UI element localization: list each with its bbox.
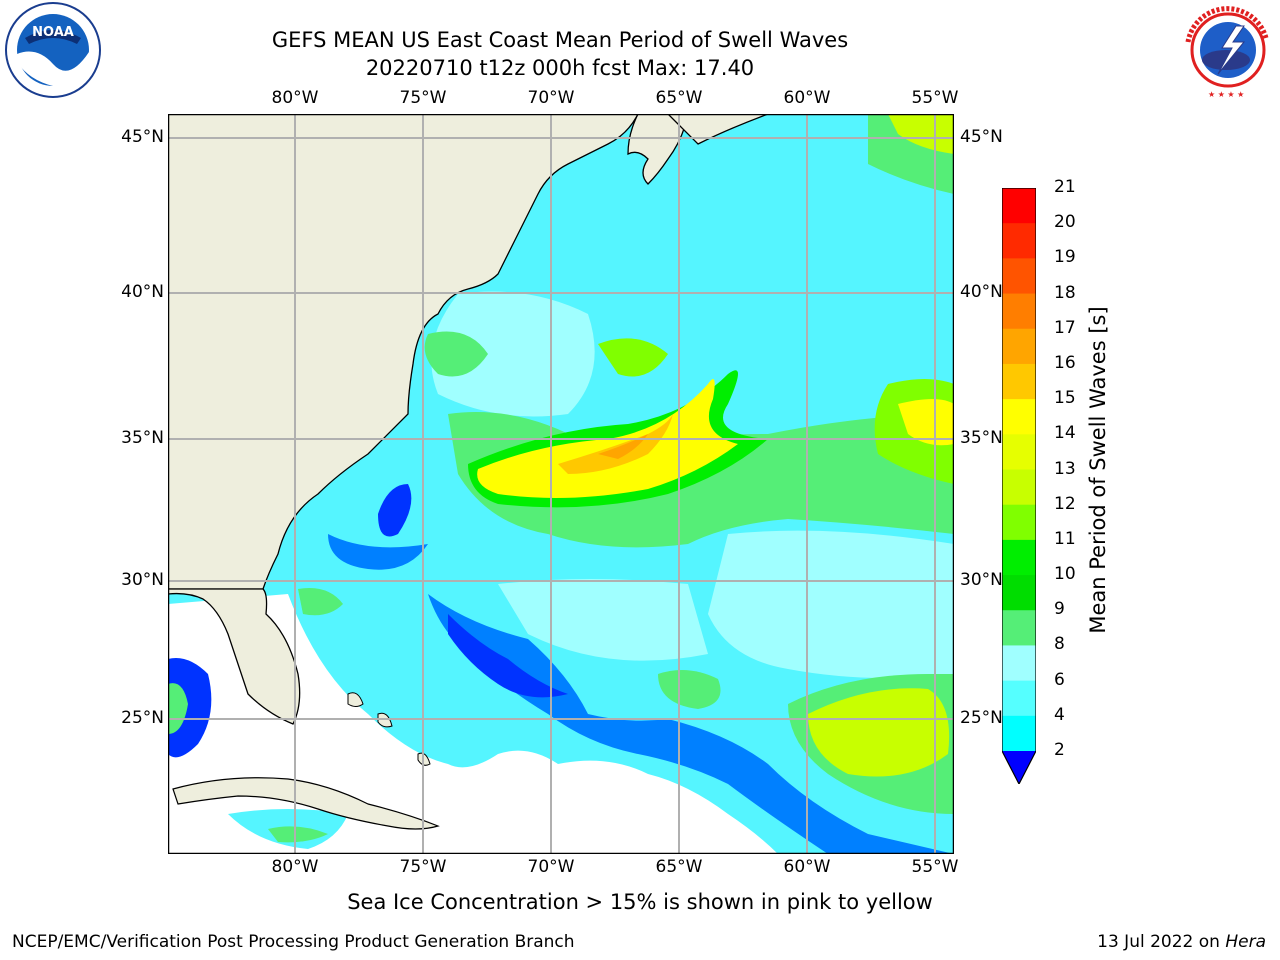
lat-label-left-35n: 35°N [121, 428, 164, 448]
colorbar-extend-arrow [1002, 751, 1036, 784]
lat-label-right-25n: 25°N [960, 708, 1003, 728]
colorbar-tick-label: 17 [1054, 317, 1076, 338]
lon-label-top-65w: 65°W [655, 88, 703, 108]
period-zone-2-4-offshore [378, 484, 412, 537]
graticule [168, 114, 954, 854]
lon-label-top-75w: 75°W [399, 88, 447, 108]
colorbar-title: Mean Period of Swell Waves [s] [1086, 306, 1110, 634]
map-title: GEFS MEAN US East Coast Mean Period of S… [271, 28, 849, 52]
colorbar [1001, 187, 1037, 786]
colorbar-swatch [1002, 469, 1036, 506]
lon-label-bottom-80w: 80°W [271, 857, 319, 877]
colorbar-tick-label: 4 [1054, 704, 1065, 725]
period-zone-8-9-east [708, 530, 954, 678]
lat-label-left-25n: 25°N [121, 708, 164, 728]
run-machine: Hera [1225, 932, 1266, 952]
run-date-text: 13 Jul 2022 on [1097, 932, 1226, 952]
noaa-logo-text: NOAA [32, 25, 74, 40]
lon-label-top-55w: 55°W [911, 88, 959, 108]
colorbar-tick-label: 9 [1054, 599, 1065, 620]
lat-label-left-40n: 40°N [121, 282, 164, 302]
colorbar-tick-label: 15 [1054, 388, 1076, 409]
colorbar-swatch [1002, 223, 1036, 259]
period-zone-12-13-se [808, 688, 950, 777]
period-zone-2-4-gulf [168, 658, 212, 758]
colorbar-swatch [1002, 645, 1036, 682]
nws-logo: ★ ★ ★ ★ [1178, 2, 1278, 102]
colorbar-swatch [1002, 575, 1036, 611]
lon-label-bottom-75w: 75°W [399, 857, 447, 877]
period-zone-4-6-offshore [328, 534, 428, 570]
period-zone-9-10-florida [298, 588, 343, 616]
period-zone-2-4-south [448, 614, 568, 698]
noaa-logo: NOAA [3, 2, 103, 102]
colorbar-swatch [1002, 504, 1036, 541]
run-date: 13 Jul 2022 on Hera [1097, 932, 1266, 952]
lat-label-right-40n: 40°N [960, 282, 1003, 302]
colorbar-tick-label: 12 [1054, 493, 1076, 514]
period-zone-16-17-core [598, 434, 648, 459]
colorbar-swatch [1002, 680, 1036, 717]
colorbar-swatch [1002, 434, 1036, 470]
svg-text:★ ★ ★ ★: ★ ★ ★ ★ [1208, 90, 1244, 99]
swell-period-map [167, 113, 955, 855]
colorbar-tick-label: 19 [1054, 247, 1076, 268]
lon-label-bottom-65w: 65°W [655, 857, 703, 877]
period-zone-10-12-north [598, 338, 668, 377]
colorbar-tick-label: 6 [1054, 669, 1065, 690]
colorbar-tick-label: 13 [1054, 458, 1076, 479]
colorbar-swatch [1002, 293, 1036, 330]
colorbar-swatches [1001, 187, 1037, 786]
lat-label-right-30n: 30°N [960, 570, 1003, 590]
lat-label-left-45n: 45°N [121, 127, 164, 147]
colorbar-swatch [1002, 328, 1036, 365]
land-nova-scotia [627, 114, 689, 185]
period-zone-14-15-east [898, 399, 954, 446]
credit-text: NCEP/EMC/Verification Post Processing Pr… [12, 932, 575, 952]
colorbar-tick-label: 11 [1054, 528, 1076, 549]
land-florida [168, 588, 301, 725]
period-zone-9-10-nw [424, 331, 488, 377]
colorbar-swatch [1002, 610, 1036, 646]
lat-label-right-45n: 45°N [960, 127, 1003, 147]
period-zone-9-10-gulf [168, 683, 188, 734]
period-zone-8-9-north [431, 291, 595, 417]
period-zone-15-16-core [558, 414, 673, 474]
period-zone-9-10-mid [658, 670, 721, 709]
colorbar-tick-label: 20 [1054, 212, 1076, 233]
lon-label-bottom-60w: 60°W [783, 857, 831, 877]
colorbar-tick-label: 16 [1054, 352, 1076, 373]
colorbar-tick-label: 10 [1054, 564, 1076, 585]
land-bahamas-2 [377, 712, 393, 728]
colorbar-tick-label: 8 [1054, 634, 1065, 655]
period-zone-9-10-caribbean [268, 826, 328, 843]
colorbar-swatch [1002, 539, 1036, 576]
colorbar-swatch [1002, 399, 1036, 435]
colorbar-swatch [1002, 258, 1036, 295]
colorbar-swatch [1002, 188, 1036, 224]
lon-label-top-70w: 70°W [527, 88, 575, 108]
lon-label-top-80w: 80°W [271, 88, 319, 108]
sea-ice-note: Sea Ice Concentration > 15% is shown in … [347, 890, 933, 914]
period-zone-14-15-core [477, 379, 738, 498]
land-bahamas-1 [347, 692, 364, 707]
lon-label-bottom-70w: 70°W [527, 857, 575, 877]
period-zone-12-13-ne [888, 114, 954, 154]
colorbar-swatch [1002, 715, 1036, 752]
land-north-america [168, 114, 639, 590]
lon-label-bottom-55w: 55°W [911, 857, 959, 877]
map-subtitle: 20220710 t12z 000h fcst Max: 17.40 [365, 56, 755, 80]
colorbar-tick-label: 18 [1054, 282, 1076, 303]
colorbar-tick-label: 14 [1054, 423, 1076, 444]
colorbar-tick-label: 2 [1054, 740, 1065, 760]
land-newfoundland [667, 114, 769, 145]
land-cuba [172, 777, 440, 830]
lon-label-top-60w: 60°W [783, 88, 831, 108]
colorbar-tick-label: 21 [1054, 177, 1076, 197]
lat-label-left-30n: 30°N [121, 570, 164, 590]
map-panel [167, 113, 955, 855]
colorbar-swatch [1002, 363, 1036, 400]
lat-label-right-35n: 35°N [960, 428, 1003, 448]
